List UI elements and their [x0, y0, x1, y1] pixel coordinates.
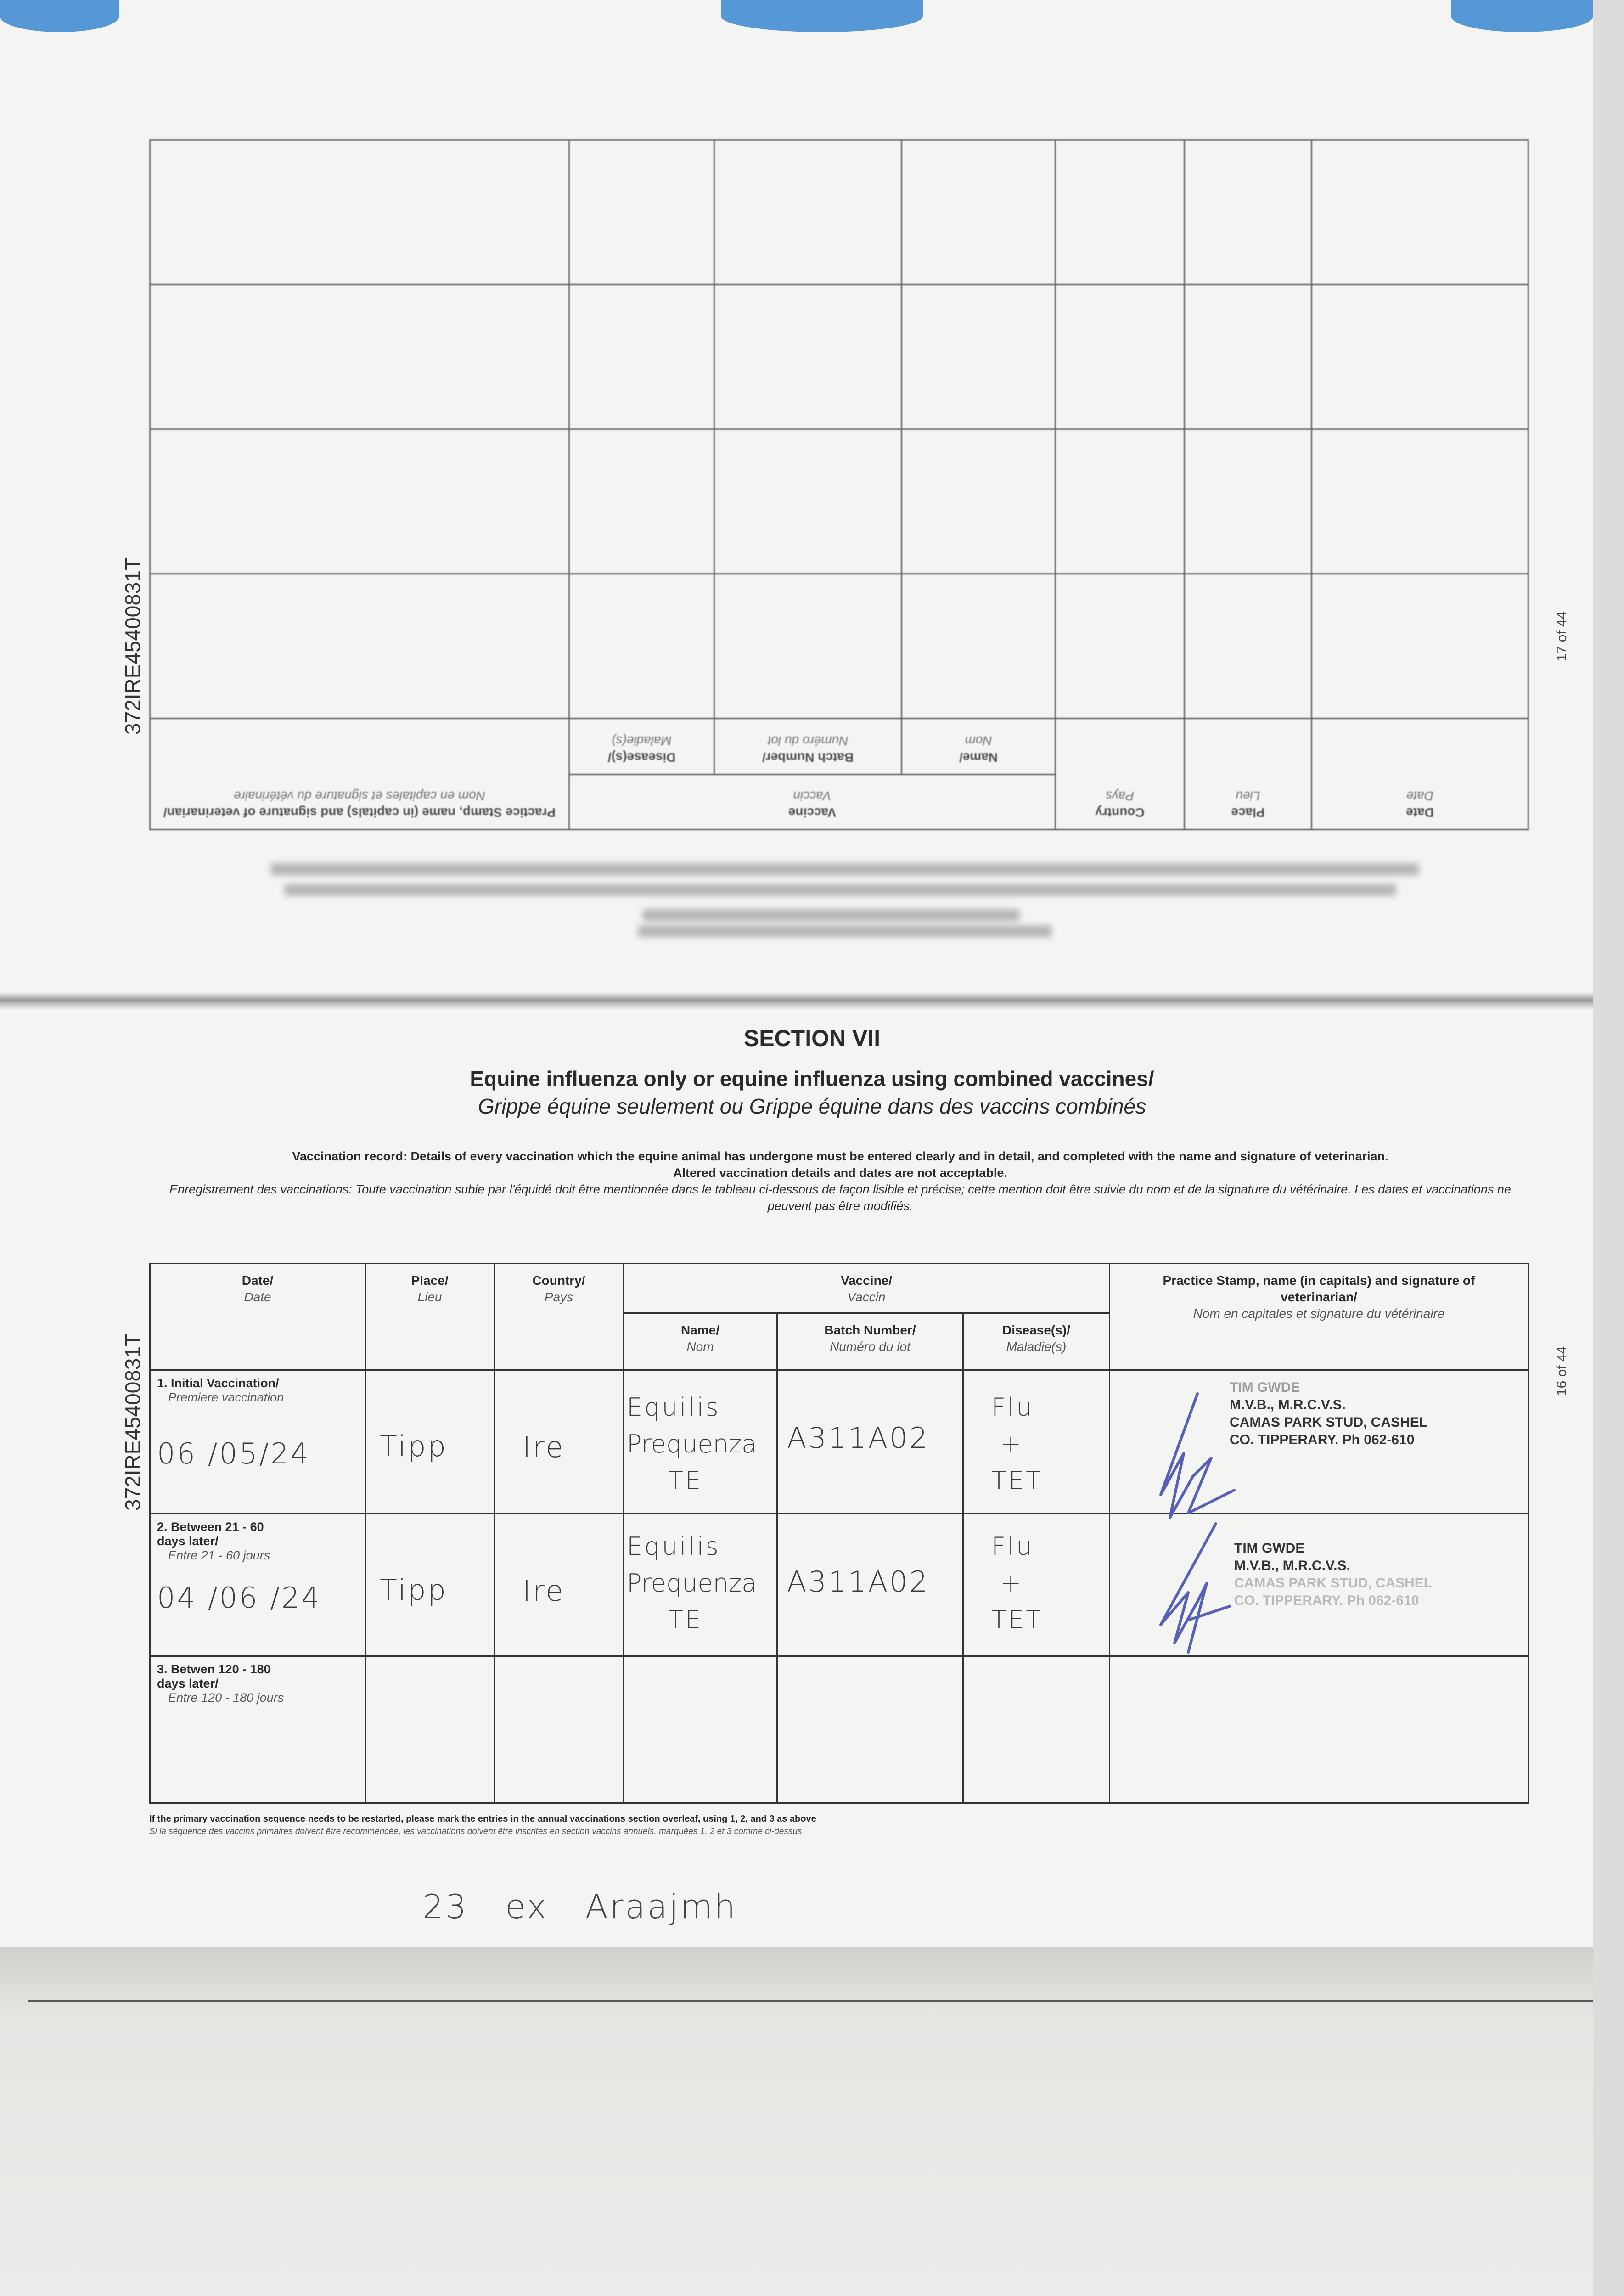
upper-header-country: Country Pays [1055, 718, 1185, 830]
scan-bottom-area [0, 1947, 1593, 2296]
vet-signature [1159, 1392, 1236, 1519]
vaccination-place: Tipp [365, 1513, 495, 1657]
upper-header-practice: Practice Stamp, name (in capitals) and s… [150, 718, 569, 830]
vaccination-table: Date/Date Place/Lieu Country/Pays Vaccin… [149, 1263, 1529, 1804]
page-number-upper: 17 of 44 [1554, 611, 1569, 661]
instruction-en-2: Altered vaccination details and dates ar… [673, 1166, 1007, 1180]
row-label-fr: Entre 21 - 60 jours [168, 1548, 270, 1562]
upper-vaccination-table: Date Date Place Lieu Country Pays Vaccine Va… [149, 139, 1529, 830]
upper-header-date: Date Date [1311, 718, 1528, 830]
upper-header-name: Name/Nom [901, 718, 1056, 775]
header-name: Name/Nom [623, 1312, 778, 1371]
blurred-text [271, 863, 1419, 875]
vaccination-date: 06 /05/24 [157, 1437, 311, 1470]
practice-stamp-cell: TIM GWDE M.V.B., M.R.C.V.S. CAMAS PARK STU… [1109, 1369, 1529, 1519]
row-label: 3. Betwen 120 - 180 days later/ [157, 1662, 271, 1690]
vaccine-name: Equilis Prequenza TE [623, 1513, 778, 1657]
instruction-fr: Enregistrement des vaccinations: Toute v… [169, 1182, 1511, 1213]
header-practice: Practice Stamp, name (in capitals) and s… [1109, 1263, 1529, 1371]
diseases: Flu + TET [962, 1513, 1111, 1657]
footnote-en: If the primary vaccination sequence need… [149, 1814, 816, 1824]
row-label-fr: Premiere vaccination [168, 1390, 284, 1404]
vet-stamp: TIM GWDE M.V.B., M.R.C.V.S. CAMAS PARK STU… [1230, 1380, 1428, 1447]
table-row: 1. Initial Vaccination/ Premiere vaccina… [149, 1369, 1529, 1519]
header-date: Date/Date [149, 1263, 366, 1371]
blurred-text [643, 909, 1019, 921]
instructions: Vaccination record: Details of every vac… [152, 1148, 1529, 1214]
upper-header-batch: Batch Number/Numéro du lot [714, 718, 902, 775]
batch-number: A311A02 [776, 1369, 964, 1514]
row-date-cell: 1. Initial Vaccination/ Premiere vaccina… [149, 1369, 366, 1514]
vaccine-name: Equilis Prequenza TE [623, 1369, 778, 1514]
instruction-en: Vaccination record: Details of every vac… [292, 1149, 1388, 1163]
vaccination-date: 04 /06 /24 [157, 1581, 321, 1615]
upper-header-disease: Disease(s)/Maladie(s) [569, 718, 714, 775]
page-number-lower: 16 of 44 [1554, 1346, 1569, 1396]
table-row [150, 140, 1528, 285]
section-title: Equine influenza only or equine influenz… [470, 1067, 1154, 1091]
tape-mark [721, 0, 923, 32]
page-edge [1593, 0, 1624, 2296]
side-id-upper: 372IRE45400831T [121, 557, 145, 735]
tape-mark [0, 0, 119, 32]
row-label-fr: Entre 120 - 180 jours [168, 1691, 284, 1705]
vaccination-country: Ire [494, 1513, 624, 1657]
handwritten-note: 23 ex Araajmh [422, 1887, 737, 1926]
footnote-fr: Si la séquence des vaccins primaires doi… [149, 1827, 802, 1836]
divider [28, 2000, 1593, 2002]
vet-signature [1159, 1522, 1231, 1654]
blurred-text [285, 884, 1396, 896]
section-label: SECTION VII [743, 1025, 881, 1051]
row-date-cell: 3. Betwen 120 - 180 days later/ Entre 12… [149, 1655, 366, 1804]
header-country: Country/Pays [494, 1263, 624, 1371]
upper-header-vaccine: Vaccine Vaccin [569, 774, 1056, 830]
header-disease: Disease(s)/Maladie(s) [962, 1312, 1111, 1371]
tape-mark [1451, 0, 1593, 32]
page-fold-shadow [0, 992, 1593, 1010]
vet-stamp: TIM GWDE M.V.B., M.R.C.V.S. CAMAS PARK STU… [1234, 1541, 1433, 1608]
practice-stamp-cell: TIM GWDE M.V.B., M.R.C.V.S. CAMAS PARK STU… [1109, 1513, 1529, 1657]
table-row [150, 429, 1528, 574]
side-id-lower: 372IRE45400831T [121, 1333, 145, 1511]
header-vaccine: Vaccine/Vaccin [622, 1263, 1111, 1314]
header-batch: Batch Number/Numéro du lot [776, 1312, 964, 1371]
batch-number: A311A02 [776, 1513, 964, 1657]
upper-header-place: Place Lieu [1184, 718, 1312, 830]
table-row [150, 574, 1528, 719]
row-label: 1. Initial Vaccination/ [157, 1376, 279, 1390]
header-place: Place/Lieu [365, 1263, 495, 1371]
vaccination-place: Tipp [365, 1369, 495, 1514]
row-label: 2. Between 21 - 60 days later/ [157, 1520, 264, 1548]
vaccination-country: Ire [494, 1369, 624, 1514]
row-date-cell: 2. Between 21 - 60 days later/ Entre 21 … [149, 1513, 366, 1657]
diseases: Flu + TET [962, 1369, 1111, 1514]
table-row: 2. Between 21 - 60 days later/ Entre 21 … [149, 1513, 1529, 1657]
table-row: 3. Betwen 120 - 180 days later/ Entre 12… [149, 1655, 1529, 1804]
table-row [150, 284, 1528, 429]
section-subtitle: Grippe équine seulement ou Grippe équine… [478, 1094, 1146, 1118]
blurred-text [638, 925, 1051, 937]
